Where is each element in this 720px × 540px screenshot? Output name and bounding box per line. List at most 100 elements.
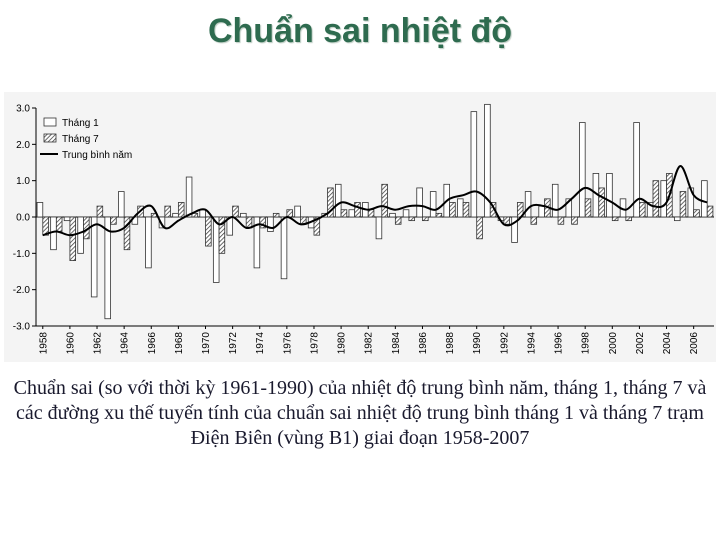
bar-thang-7 (96, 205, 104, 218)
bar-thang-1 (402, 209, 410, 218)
bar-thang-7 (706, 205, 714, 218)
chart-area: 3.0 2.0 1.0 0.0 -1.0 -2.0 -3.0 1958 1960 1962 1964… (4, 92, 716, 362)
bar-thang-1 (470, 111, 478, 218)
bar-thang-7 (679, 191, 687, 218)
x-tick-label: 1978 (310, 332, 321, 355)
bar-thang-7 (123, 216, 131, 251)
bar-thang-7 (639, 202, 646, 218)
bar-thang-7 (503, 216, 510, 225)
bar-thang-7 (354, 202, 361, 218)
x-tick-label: 1974 (255, 332, 266, 355)
bar-thang-1 (660, 180, 667, 218)
bar-thang-7 (584, 198, 592, 218)
bar-thang-1 (416, 187, 423, 218)
bar-thang-1 (294, 205, 301, 218)
bar-thang-7 (530, 216, 538, 225)
bar-thang-7 (218, 216, 226, 254)
bar-thang-7 (693, 209, 700, 218)
bar-thang-7 (625, 216, 632, 222)
bar-thang-7 (205, 216, 212, 247)
bar-thang-1 (212, 216, 220, 283)
y-tick-label: 2.0 (16, 140, 30, 151)
bar-thang-1 (240, 212, 247, 218)
bar-thang-1 (90, 216, 98, 298)
legend-thang-7-label: Tháng 7 (62, 134, 99, 145)
bar-thang-1 (524, 191, 532, 218)
x-tick-label: 1958 (38, 332, 49, 355)
bar-thang-7 (286, 209, 293, 218)
bar-thang-7 (340, 209, 348, 218)
chart-caption: Chuẩn sai (so với thời kỳ 1961-1990) của… (13, 377, 707, 449)
bar-thang-7 (272, 212, 280, 218)
bar-thang-7 (327, 187, 334, 218)
bar-thang-1 (158, 216, 166, 229)
y-tick-label: 3.0 (16, 104, 30, 115)
bar-thang-7 (489, 202, 497, 218)
bar-thang-7 (110, 216, 117, 225)
bar-thang-7 (449, 202, 456, 218)
bar-thang-1 (511, 216, 518, 243)
x-tick-label: 1984 (391, 332, 402, 355)
bar-thang-1 (633, 122, 640, 218)
x-tick-label: 1994 (526, 332, 537, 355)
x-tick-label: 1966 (147, 332, 158, 355)
bar-thang-1 (104, 216, 111, 320)
x-tick-label: 1986 (418, 332, 429, 355)
y-tick-label: -2.0 (13, 285, 31, 296)
bar-thang-7 (408, 216, 415, 222)
bar-thang-1 (185, 176, 193, 218)
x-tick-label: 1962 (93, 332, 104, 355)
bar-thang-7 (652, 180, 660, 218)
bar-thang-1 (335, 183, 342, 218)
x-tick-label: 1976 (282, 332, 293, 355)
y-tick-label: -1.0 (13, 249, 31, 260)
bar-thang-7 (611, 216, 619, 222)
x-tick-label: 1980 (337, 332, 348, 355)
x-tick-label: 2006 (689, 332, 700, 355)
bar-thang-1 (36, 202, 44, 218)
bar-thang-1 (63, 216, 71, 222)
bar-thang-1 (389, 212, 396, 218)
bar-thang-1 (50, 216, 57, 251)
x-tick-label: 1964 (120, 332, 131, 355)
bar-thang-1 (199, 209, 206, 218)
bar-thang-1 (118, 191, 125, 218)
bar-thang-7 (367, 209, 375, 218)
x-tick-label: 1996 (554, 332, 565, 355)
bar-thang-1 (579, 122, 586, 218)
bar-thang-1 (280, 216, 288, 280)
bar-thang-7 (313, 216, 321, 236)
bar-thang-1 (538, 205, 545, 218)
bar-thang-7 (462, 202, 470, 218)
bar-thang-1 (457, 198, 464, 218)
bar-thang-1 (606, 173, 613, 218)
bar-thang-7 (381, 183, 388, 218)
bar-thang-1 (551, 183, 559, 218)
x-tick-label: 1988 (445, 332, 456, 355)
x-tick-label: 1968 (174, 332, 185, 355)
y-tick-label: -3.0 (13, 322, 31, 333)
legend-thang-1-swatch (43, 117, 57, 127)
x-tick-label: 1992 (499, 332, 510, 355)
bar-thang-1 (701, 180, 708, 218)
bar-thang-7 (69, 216, 76, 261)
x-tick-label: 1960 (65, 332, 76, 355)
bar-thang-1 (674, 216, 681, 222)
x-tick-label: 2000 (608, 332, 619, 355)
bar-thang-7 (435, 212, 443, 218)
bar-thang-7 (422, 216, 429, 222)
line-trung-binh-nam (42, 165, 708, 237)
bar-thang-1 (77, 216, 84, 254)
bar-thang-1 (429, 191, 437, 218)
x-tick-label: 1970 (201, 332, 212, 355)
bar-thang-7 (557, 216, 565, 225)
bar-thang-7 (232, 205, 239, 218)
bar-thang-1 (145, 216, 152, 269)
bar-thang-1 (267, 216, 274, 232)
legend-thang-7-swatch (43, 133, 57, 143)
x-tick-label: 1990 (472, 332, 483, 355)
bar-thang-1 (253, 216, 261, 269)
bar-thang-7 (177, 202, 185, 218)
bar-thang-7 (571, 216, 578, 225)
bar-thang-7 (164, 205, 171, 218)
